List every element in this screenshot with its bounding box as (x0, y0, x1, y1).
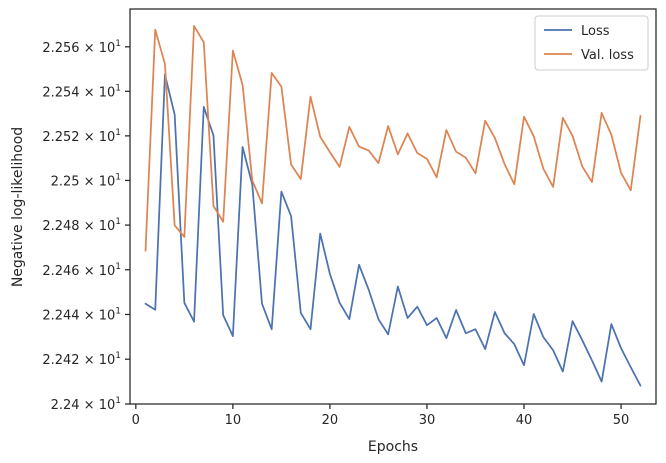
series-layer (144, 25, 642, 387)
series-line-loss (144, 73, 642, 387)
legend: Loss Val. loss (534, 15, 649, 71)
y-tick-label: 2.252 × 101 (42, 128, 121, 145)
x-tick-label: 50 (613, 413, 630, 428)
y-tick-label: 2.246 × 101 (42, 262, 121, 279)
plot-frame (129, 8, 657, 405)
x-tick-label: 0 (132, 413, 140, 428)
x-tick-label: 30 (419, 413, 436, 428)
y-tick-label: 2.248 × 101 (42, 217, 121, 234)
y-axis-label: Negative log-likelihood (10, 127, 26, 287)
y-tick-label: 2.256 × 101 (42, 39, 121, 56)
x-axis-label: Epochs (368, 439, 418, 455)
y-tick-label: 2.244 × 101 (42, 306, 121, 323)
y-tick-label: 2.24 × 101 (51, 396, 121, 413)
y-tick-label: 2.25 × 101 (51, 172, 121, 189)
x-tick-label: 40 (516, 413, 533, 428)
y-axis: 2.24 × 101 2.242 × 101 2.244 × 101 2.246 × … (42, 39, 130, 413)
x-tick-label: 10 (225, 413, 242, 428)
y-tick-label: 2.254 × 101 (42, 83, 121, 100)
x-axis: 0 10 20 30 40 50 (132, 404, 630, 428)
x-tick-label: 20 (322, 413, 339, 428)
legend-label-loss: Loss (581, 24, 610, 39)
series-line-val-loss (144, 25, 642, 252)
legend-label-val-loss: Val. loss (581, 48, 634, 63)
y-tick-label: 2.242 × 101 (42, 351, 121, 368)
